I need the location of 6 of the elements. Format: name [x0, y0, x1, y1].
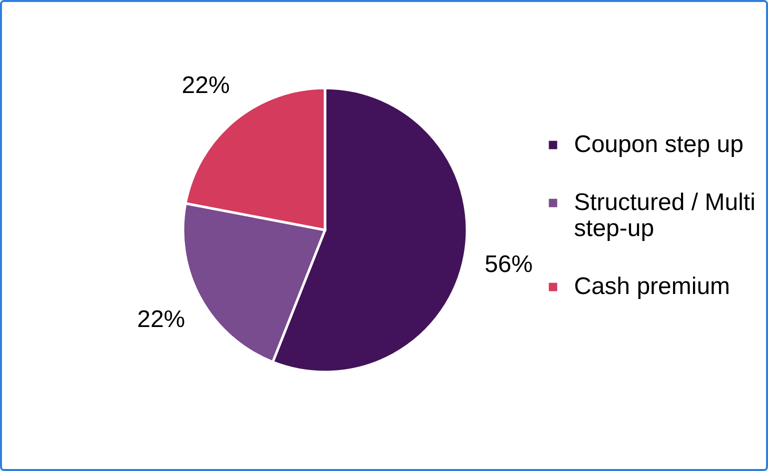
- legend-label: Coupon step up: [574, 131, 744, 158]
- legend-label: Structured / Multi step-up: [574, 189, 756, 242]
- legend-label: Cash premium: [574, 273, 730, 300]
- data-label: 22%: [182, 72, 230, 99]
- data-label: 56%: [484, 251, 533, 278]
- data-label: 22%: [137, 306, 186, 334]
